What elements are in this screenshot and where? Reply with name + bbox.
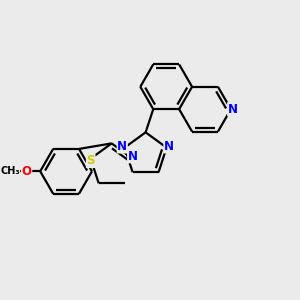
Text: N: N (128, 150, 138, 163)
Text: CH₃: CH₃ (0, 166, 20, 176)
Text: S: S (86, 154, 95, 167)
Text: O: O (22, 165, 32, 178)
Text: N: N (117, 140, 127, 153)
Text: N: N (228, 103, 238, 116)
Text: N: N (164, 140, 174, 153)
